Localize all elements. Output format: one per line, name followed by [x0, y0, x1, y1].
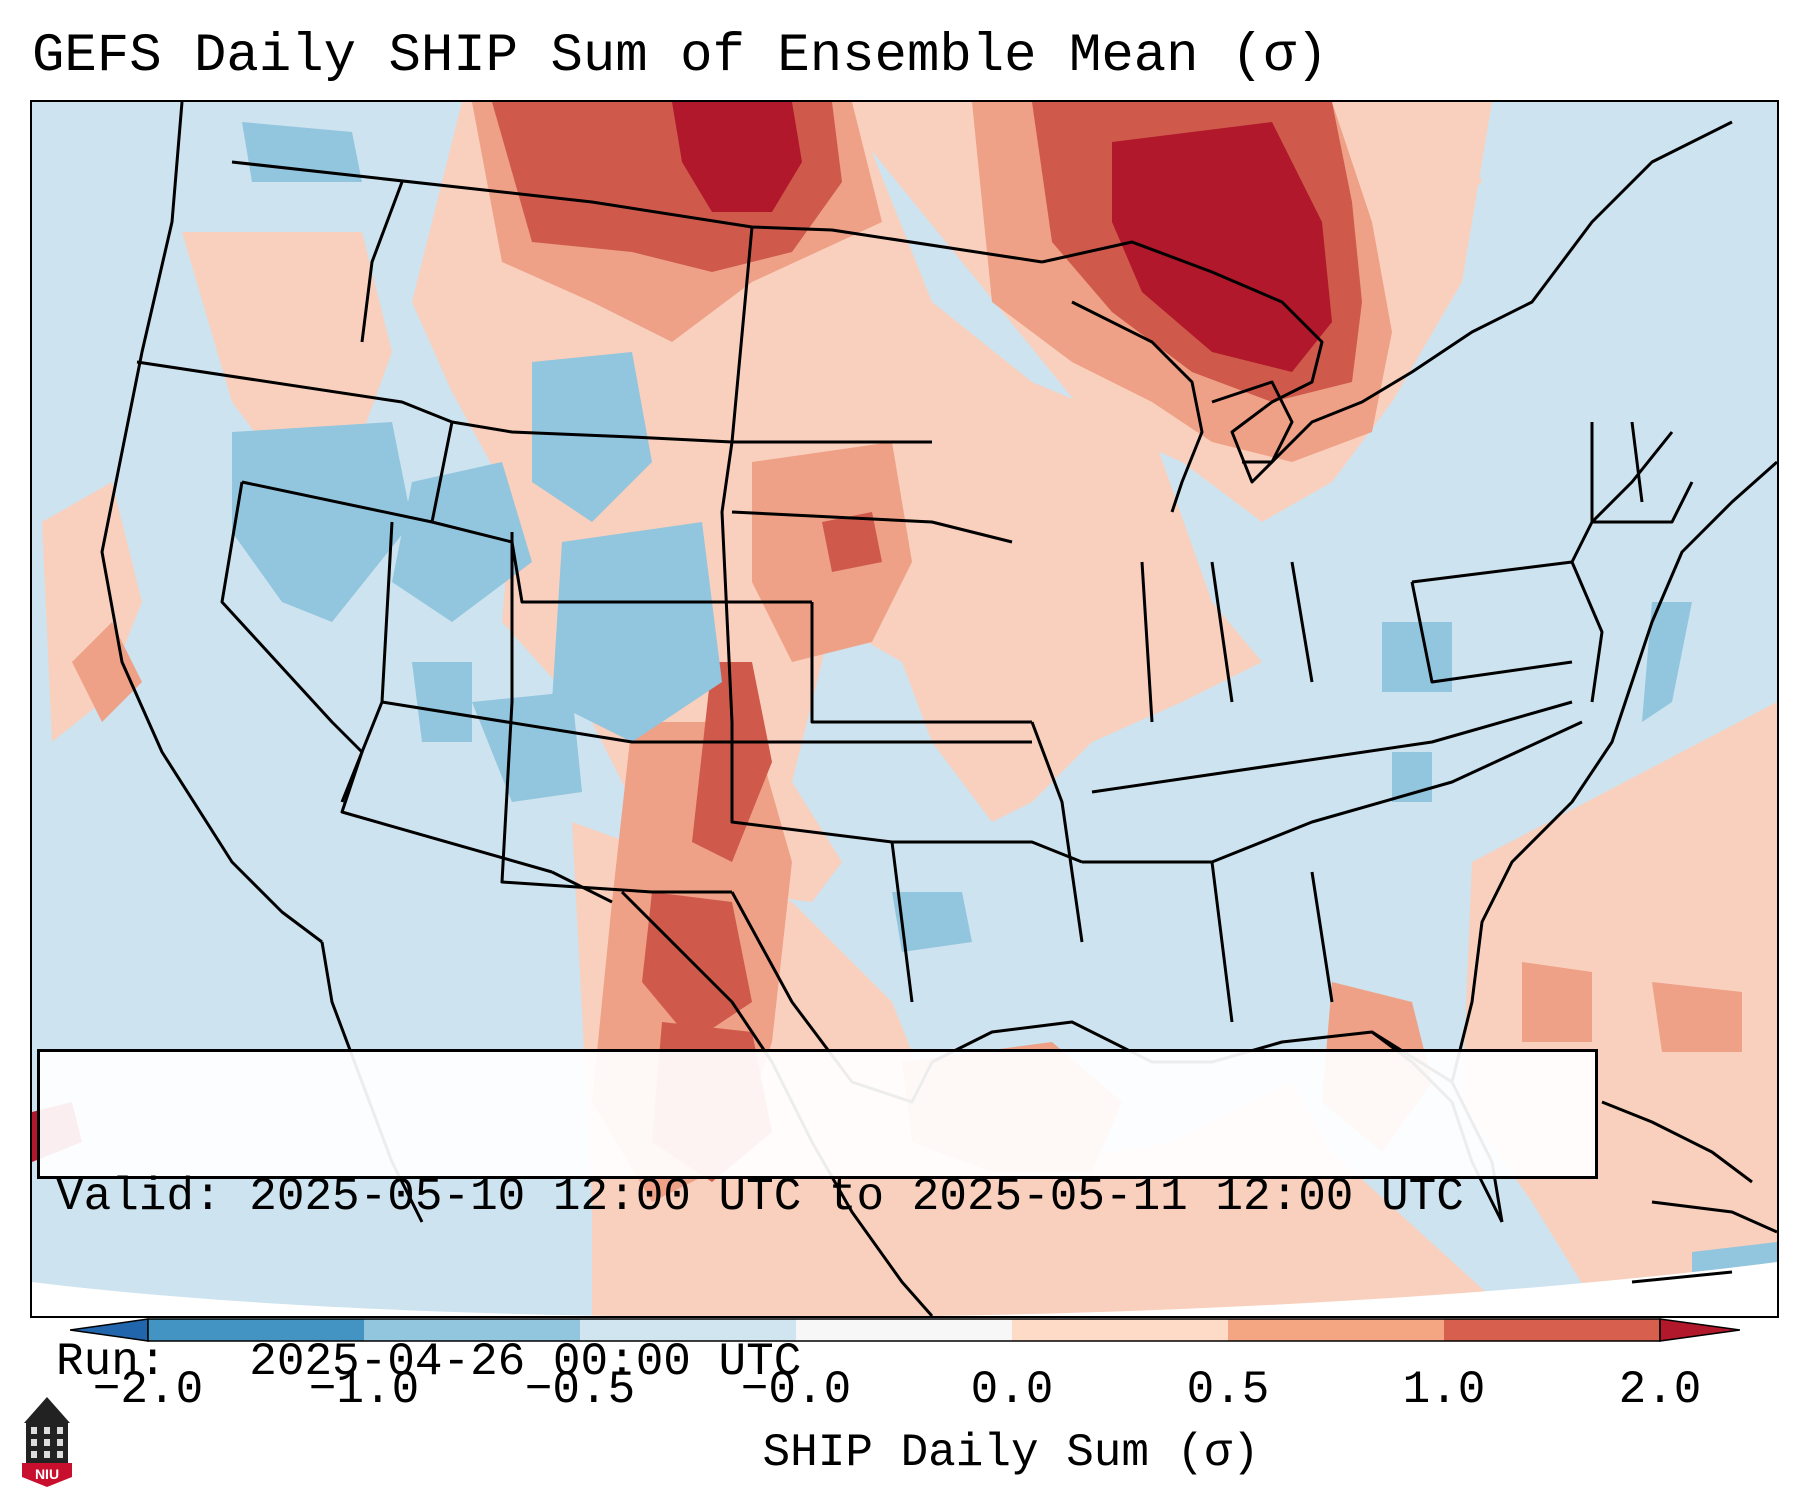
colorbar-segment-0 [148, 1319, 364, 1341]
valid-time-text: Valid: 2025-05-10 12:00 UTC to 2025-05-1… [56, 1171, 1464, 1223]
colorbar-tick-0: −2.0 [92, 1364, 204, 1416]
colorbar-segment-6 [1444, 1319, 1660, 1341]
colorbar-tick-6: 1.0 [1402, 1364, 1486, 1416]
colorbar-over-triangle [1659, 1318, 1740, 1342]
colorbar-tick-1: −1.0 [308, 1364, 420, 1416]
anomaly-negative [232, 122, 1777, 1316]
colorbar-segment-5 [1228, 1319, 1444, 1341]
logo-text: NIU [35, 1466, 59, 1482]
niu-logo-icon: NIU [22, 1397, 72, 1487]
colorbar-tick-3: −0.0 [740, 1364, 852, 1416]
colorbar-segment-1 [364, 1319, 580, 1341]
colorbar-tick-4: 0.0 [970, 1364, 1054, 1416]
off-globe-area [32, 1262, 1777, 1316]
colorbar [70, 1318, 1740, 1342]
political-boundaries [100, 102, 1777, 1316]
colorbar-tick-7: 2.0 [1618, 1364, 1702, 1416]
colorbar-segment-2 [580, 1319, 796, 1341]
colorbar-under-triangle [70, 1318, 149, 1342]
colorbar-tick-2: −0.5 [524, 1364, 636, 1416]
colorbar-segment-3 [796, 1319, 1012, 1341]
validity-info-box: Valid: 2025-05-10 12:00 UTC to 2025-05-1… [37, 1049, 1598, 1388]
colorbar-tick-5: 0.5 [1186, 1364, 1270, 1416]
colorbar-label: SHIP Daily Sum (σ) [762, 1427, 1260, 1479]
map-title: GEFS Daily SHIP Sum of Ensemble Mean (σ) [32, 26, 1329, 87]
run-time-text: Run: 2025-04-26 00:00 UTC [56, 1336, 802, 1388]
colorbar-segment-4 [1012, 1319, 1228, 1341]
colorbar-outline [147, 1318, 1661, 1342]
